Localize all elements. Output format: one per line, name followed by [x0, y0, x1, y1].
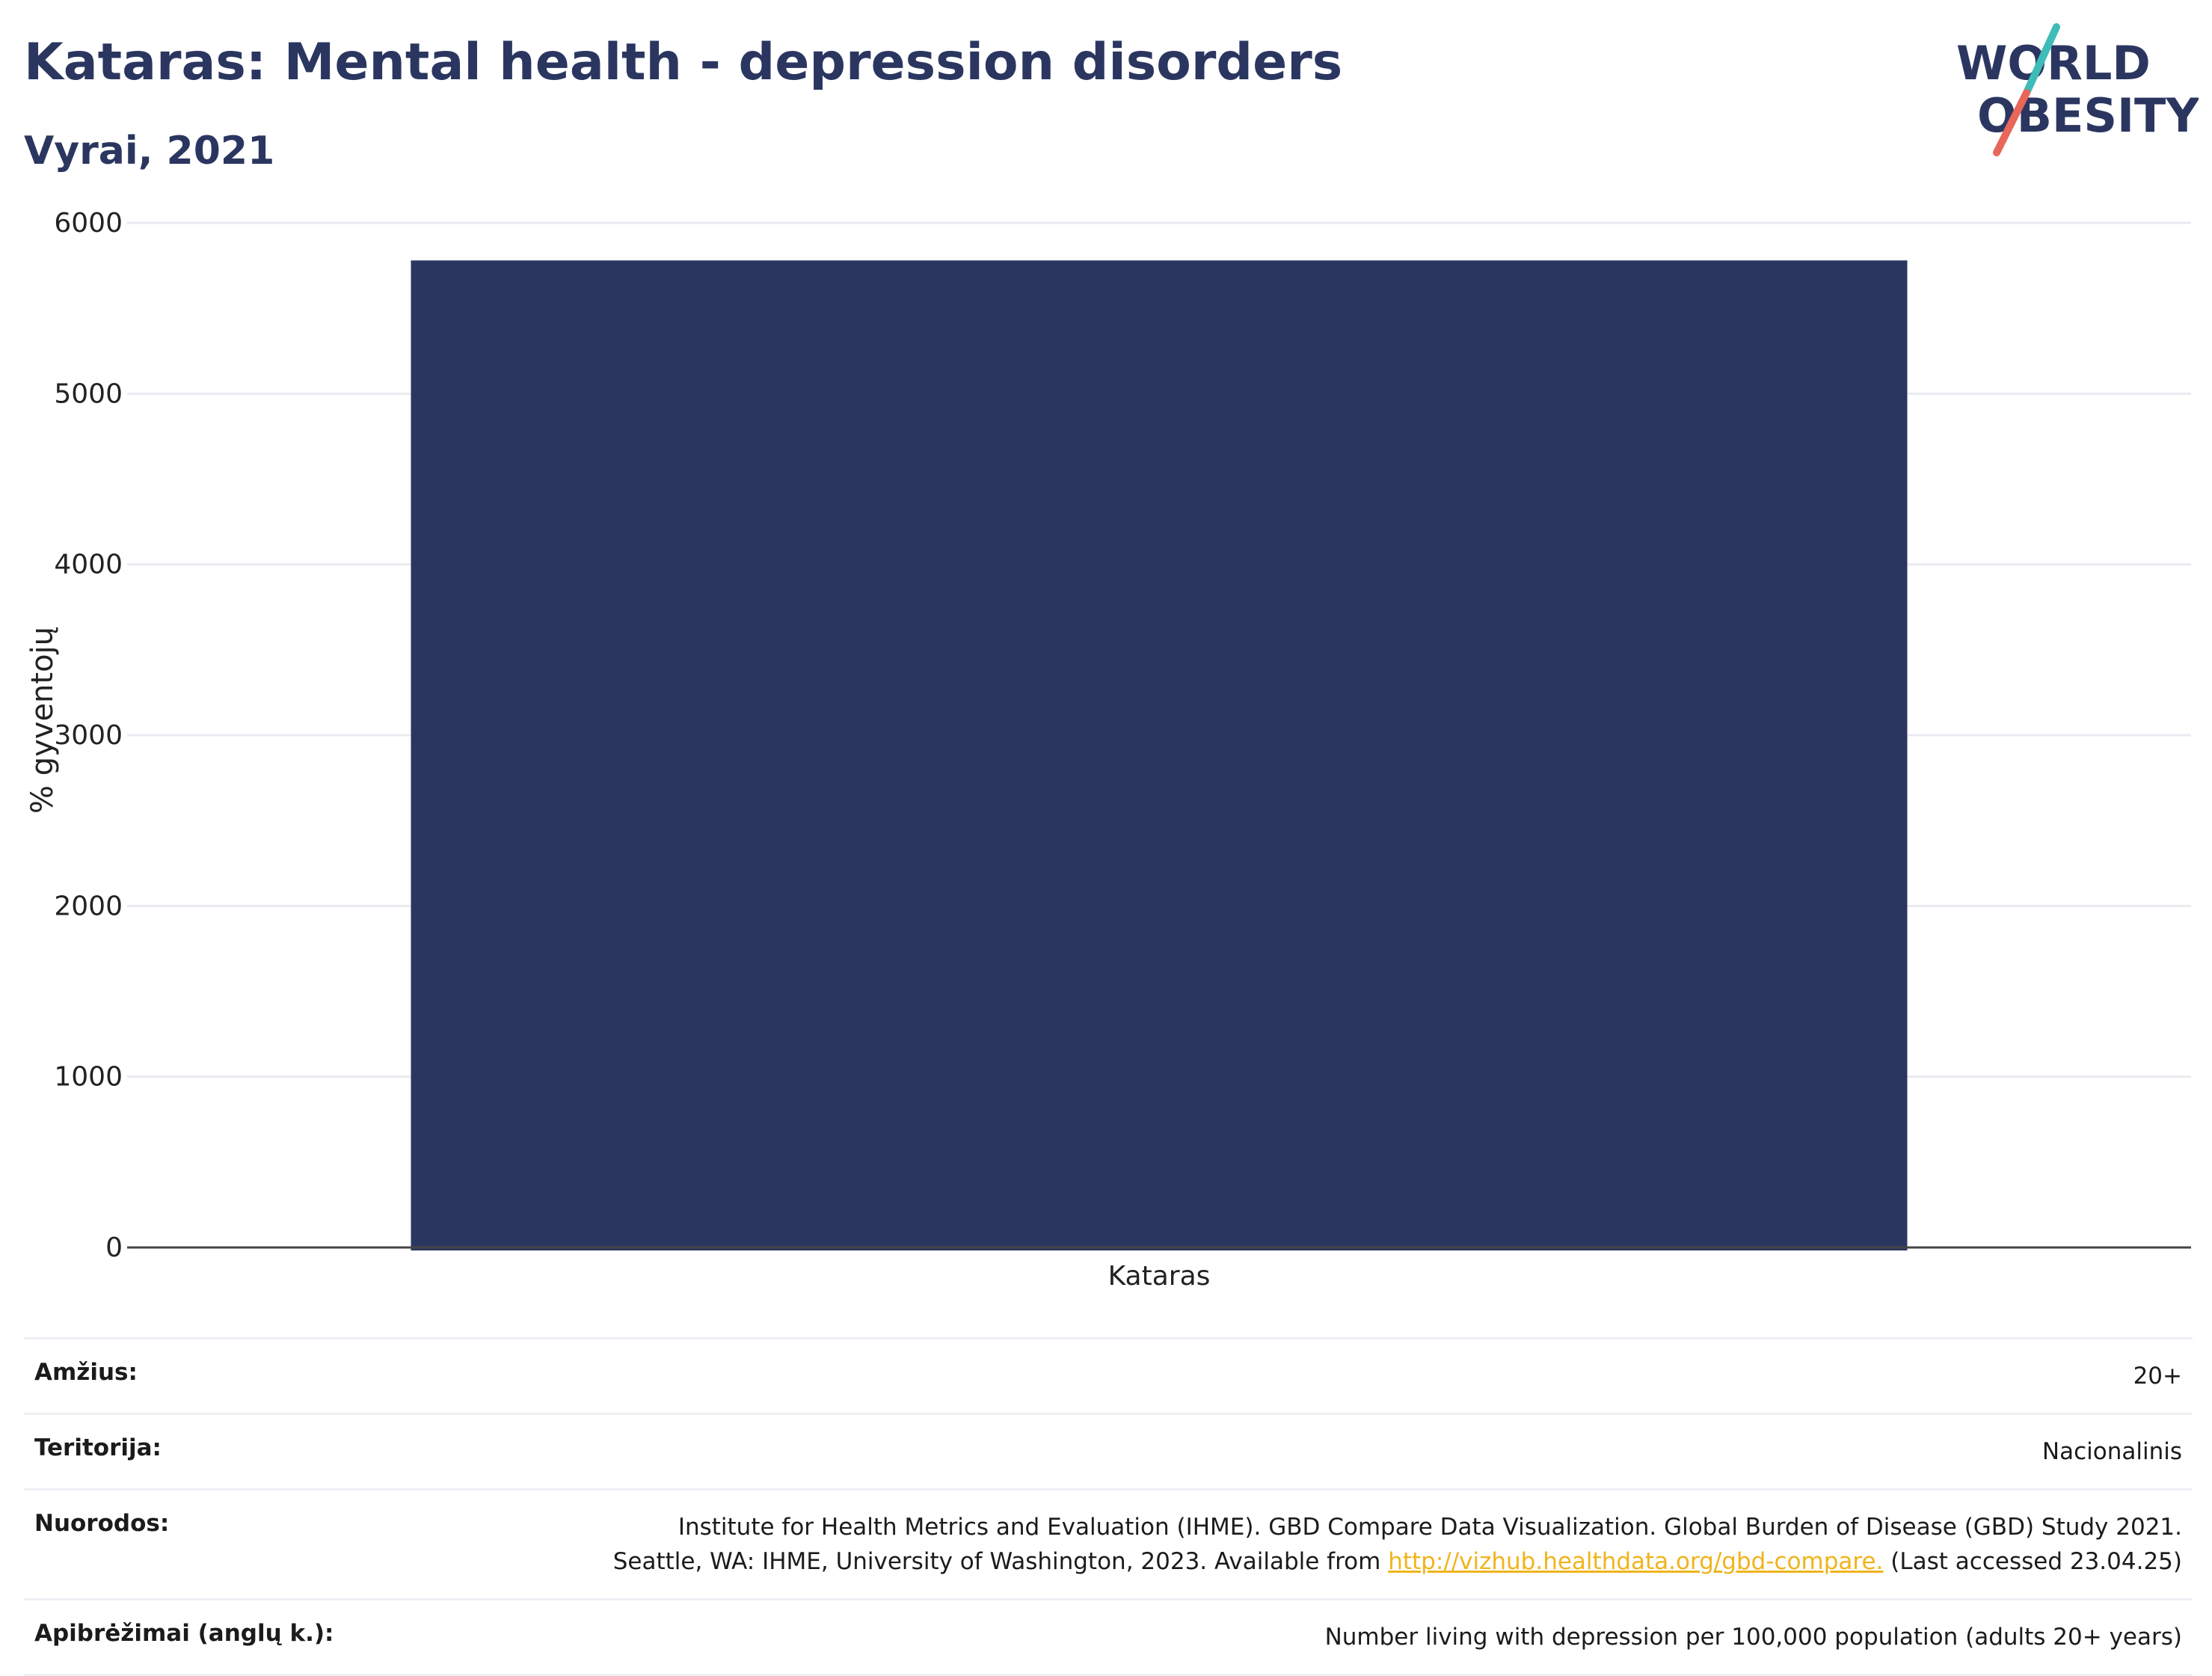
logo-slash-bottom	[1993, 89, 2030, 156]
info-value-territory: Nacionalinis	[2042, 1438, 2182, 1465]
world-obesity-logo: WORLD OBESITY	[1956, 23, 2199, 156]
info-key-references: Nuorodos:	[34, 1510, 170, 1537]
y-axis-label: % gyventojų	[25, 627, 60, 814]
info-row-references: Nuorodos: Institute for Health Metrics a…	[24, 1489, 2193, 1600]
bars	[411, 260, 1908, 1250]
info-row-age: Amžius: 20+	[24, 1338, 2193, 1414]
info-row-territory: Teritorija: Nacionalinis	[24, 1413, 2193, 1490]
info-row-definitions: Apibrėžimai (anglų k.): Number living wi…	[24, 1599, 2193, 1675]
logo-line-world: WORLD	[1956, 36, 2151, 90]
info-value-definitions: Number living with depression per 100,00…	[1324, 1624, 2182, 1651]
logo-slash-top	[2023, 23, 2060, 96]
reference-line-2-post: (Last accessed 23.04.25)	[1883, 1548, 2182, 1575]
y-tick-label-4000: 4000	[54, 550, 123, 580]
chart-subtitle: Vyrai, 2021	[24, 129, 275, 174]
reference-line-2-pre: Seattle, WA: IHME, University of Washing…	[612, 1548, 1389, 1575]
bar-chart: 0 1000 2000 3000 4000 5000 6000 Kataras % gyve…	[25, 208, 2191, 1292]
y-tick-label-2000: 2000	[54, 891, 123, 921]
bar-kataras	[411, 260, 1908, 1250]
info-key-definitions: Apibrėžimai (anglų k.):	[34, 1620, 334, 1647]
y-tick-labels: 0 1000 2000 3000 4000 5000 6000	[54, 208, 123, 1263]
y-tick-label-3000: 3000	[54, 720, 123, 751]
info-key-territory: Teritorija:	[34, 1434, 162, 1461]
y-tick-label-0: 0	[105, 1233, 123, 1263]
y-tick-label-6000: 6000	[54, 208, 123, 239]
info-value-age: 20+	[2133, 1363, 2182, 1390]
info-key-age: Amžius:	[34, 1359, 138, 1386]
x-tick-labels: Kataras	[1108, 1261, 1211, 1292]
chart-title: Kataras: Mental health - depression diso…	[24, 33, 1343, 92]
logo-line-obesity: OBESITY	[1977, 88, 2199, 143]
info-table: Amžius: 20+ Teritorija: Nacionalinis Nuo…	[24, 1337, 2193, 1676]
reference-line-1: Institute for Health Metrics and Evaluat…	[678, 1514, 2182, 1541]
info-value-references: Institute for Health Metrics and Evaluat…	[464, 1490, 2193, 1600]
y-tick-label-1000: 1000	[54, 1062, 123, 1093]
y-tick-label-5000: 5000	[54, 378, 123, 409]
reference-link[interactable]: http://vizhub.healthdata.org/gbd-compare…	[1388, 1548, 1884, 1575]
x-tick-label-kataras: Kataras	[1108, 1261, 1211, 1292]
